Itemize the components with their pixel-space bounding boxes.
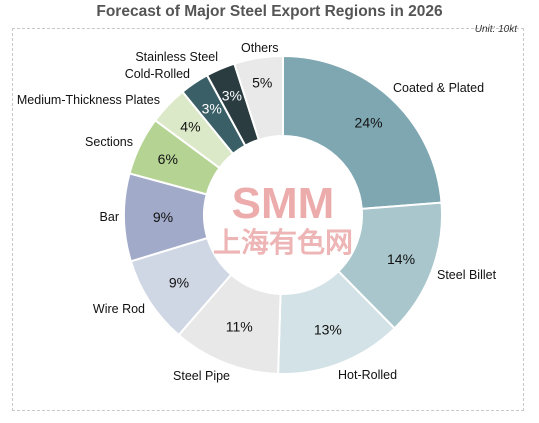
category-label: Others (241, 41, 279, 55)
percent-label: 6% (158, 151, 178, 167)
category-label: Stainless Steel (135, 50, 218, 64)
category-label: Coated & Plated (393, 81, 484, 95)
percent-label: 11% (226, 319, 253, 335)
category-label: Steel Billet (437, 268, 497, 282)
donut-slices (123, 54, 443, 375)
category-label: Medium-Thickness Plates (17, 93, 160, 107)
category-labels: Coated & Plated Steel Billet Hot-Rolled Ste… (17, 41, 497, 383)
slice-others (233, 54, 284, 142)
percent-label: 24% (355, 115, 383, 131)
category-label: Cold-Rolled (125, 67, 190, 81)
chart-frame (12, 28, 524, 411)
percent-label: 9% (153, 209, 173, 225)
percent-label: 5% (252, 75, 272, 91)
percent-labels: 24%14%13%11%9%9%6%4%3%3%5% (153, 75, 415, 338)
chart-title: Forecast of Major Steel Export Regions i… (96, 3, 443, 20)
watermark-cjk: 上海有色网 (213, 226, 353, 258)
category-label: Bar (100, 210, 119, 224)
category-label: Hot-Rolled (338, 368, 397, 382)
percent-label: 14% (387, 251, 415, 267)
watermark: SMM 上海有色网 (213, 179, 353, 258)
percent-label: 3% (202, 101, 222, 117)
percent-label: 13% (314, 322, 342, 338)
percent-label: 3% (222, 87, 242, 103)
watermark-latin: SMM (232, 179, 335, 228)
percent-label: 4% (180, 119, 200, 135)
slice-coated-plated (282, 54, 443, 210)
category-label: Steel Pipe (173, 369, 230, 383)
category-label: Wire Rod (93, 302, 145, 316)
percent-label: 9% (169, 274, 189, 290)
category-label: Sections (85, 135, 133, 149)
unit-label: Unit: 10kt (474, 24, 517, 35)
